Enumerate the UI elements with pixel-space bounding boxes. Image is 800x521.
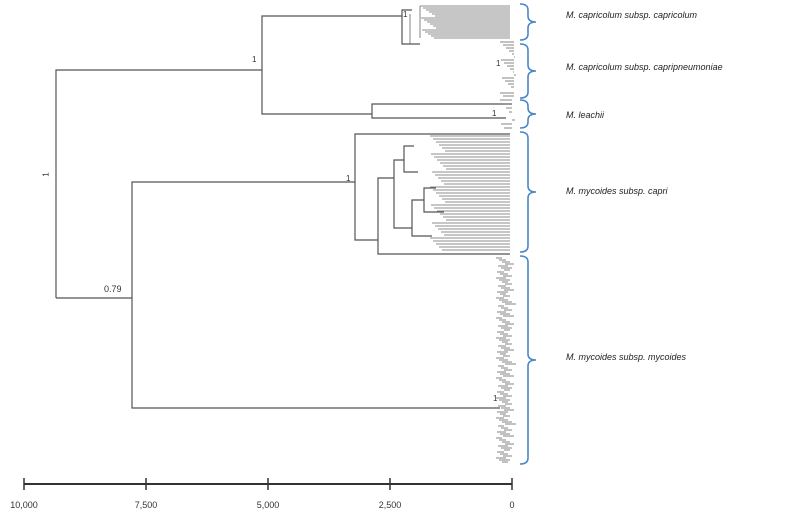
tree-tips [409,5,516,463]
branch-capricolum-group [401,9,420,45]
branch-capri-inner [393,159,412,229]
branch-mycoides-group [131,181,500,409]
clade-label-leachii: M. leachii [566,110,605,120]
clade-label-capripneumoniae: M. capricolum subsp. capripneumoniae [566,62,723,72]
tree-topology [55,9,512,409]
branch-capricolum-leachii [261,15,402,115]
bracket-leachii [519,99,537,129]
support-leachii: 1 [492,109,497,118]
support-root: 1 [41,172,51,177]
axis-tick-label-0: 0 [509,500,515,510]
clade-label-capri: M. mycoides subsp. capri [566,186,668,196]
scale-axis-ticks [23,478,513,490]
support-capricolum-leachii: 1 [252,55,257,64]
branch-capri-inner3 [411,199,432,237]
axis-tick-label-2500: 2,500 [378,500,402,510]
branch-capri-inner4 [423,187,444,213]
bracket-capricolum [519,3,537,41]
clade-label-mycoides: M. mycoides subsp. mycoides [566,352,687,362]
support-mycoides-group: 0.79 [104,284,122,294]
support-capri: 1 [346,174,351,183]
bracket-capri [519,131,537,253]
clade-brackets [519,3,537,465]
axis-tick-label-7500: 7,500 [134,500,158,510]
bracket-capripneumoniae [519,43,537,99]
branch-capri-sub [377,177,510,255]
bracket-mycoides [519,255,537,465]
support-mycoides-mycoides: 1 [493,394,498,403]
clade-label-capricolum: M. capricolum subsp. capricolum [566,10,698,20]
branch-capri-main [354,133,510,241]
axis-tick-label-5000: 5,000 [256,500,280,510]
support-capricolum: 1 [403,10,408,19]
axis-tick-label-10000: 10,000 [10,500,38,510]
support-capripneumoniae: 1 [496,59,501,68]
branch-root-upper [55,69,262,298]
branch-capri-inner2 [403,145,418,173]
branch-leachii [371,103,512,119]
